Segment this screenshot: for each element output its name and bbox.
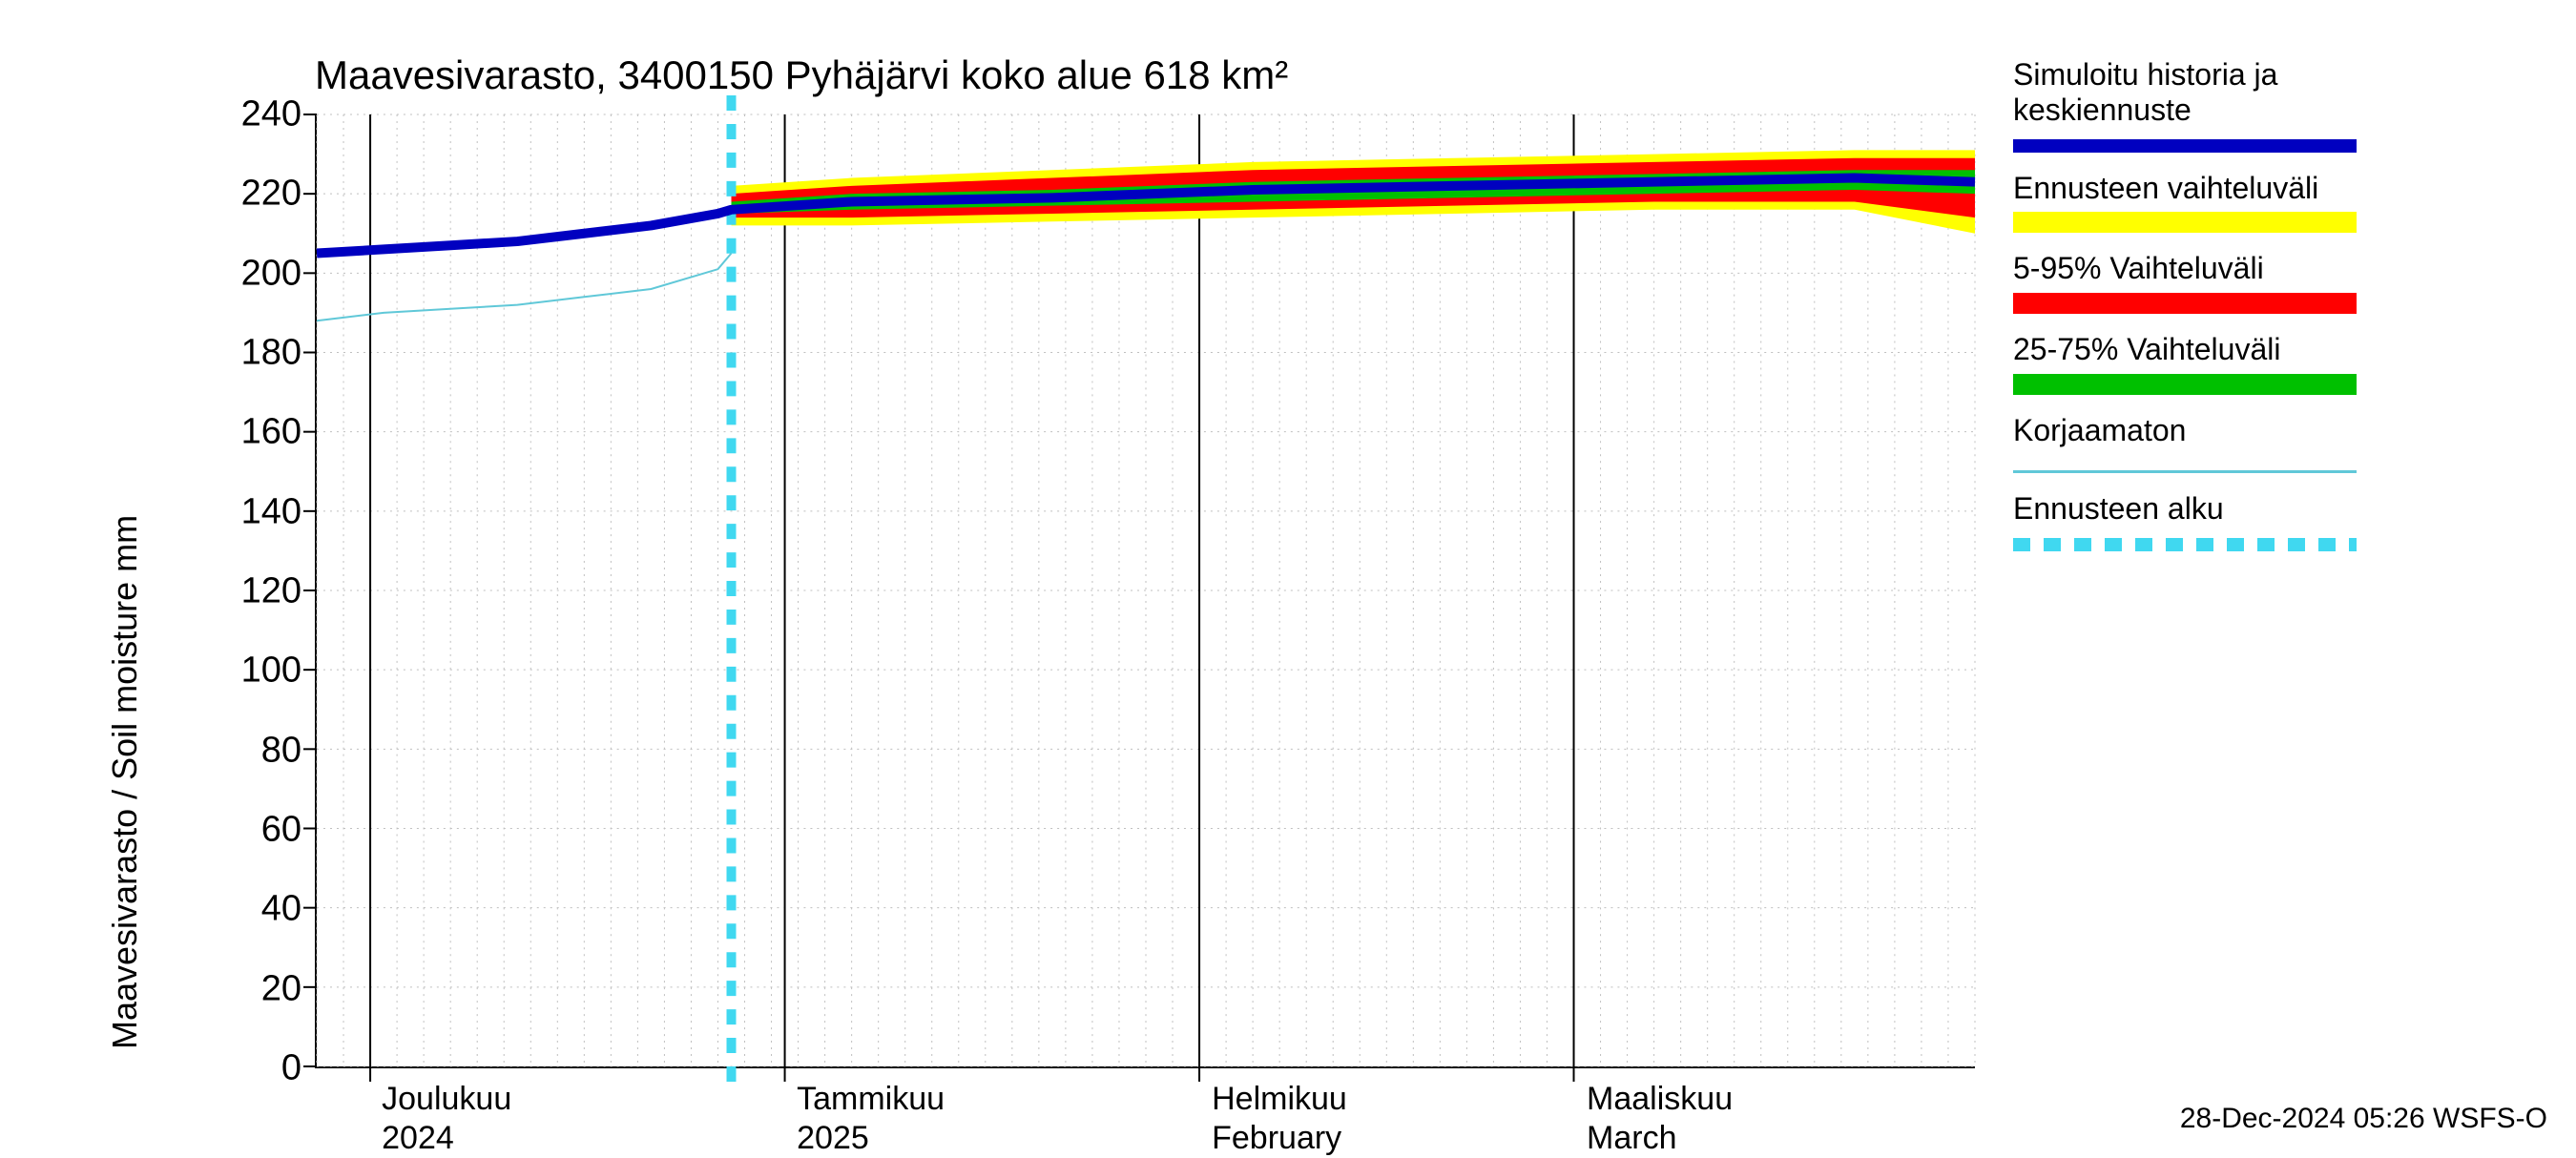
chart-page: { "chart": { "title": "Maavesivarasto, 3… [0, 0, 2576, 1145]
legend-swatch [2013, 209, 2357, 236]
legend-label: 25-75% Vaihteluväli [2013, 332, 2357, 367]
y-tick-label: 120 [241, 571, 301, 612]
legend: Simuloitu historia jakeskiennuste Ennuste… [2013, 57, 2357, 569]
legend-swatch [2013, 535, 2357, 554]
legend-label: Simuloitu historia jakeskiennuste [2013, 57, 2357, 128]
legend-item: 5-95% Vaihteluväli [2013, 251, 2357, 324]
x-tick-label: Joulukuu2024 [382, 1080, 511, 1158]
y-tick-label: 60 [261, 810, 301, 851]
y-tick-label: 40 [261, 889, 301, 930]
x-tick-label: MaaliskuuMarch [1587, 1080, 1733, 1158]
x-tick-label: HelmikuuFebruary [1212, 1080, 1347, 1158]
y-tick-label: 240 [241, 94, 301, 135]
legend-label: Ennusteen vaihteluväli [2013, 171, 2357, 206]
x-tick-month: Joulukuu [382, 1080, 511, 1119]
x-tick-month: Maaliskuu [1587, 1080, 1733, 1119]
plot-area: 020406080100120140160180200220240Jouluku… [315, 114, 1975, 1068]
y-tick-label: 200 [241, 253, 301, 294]
legend-swatch [2013, 136, 2357, 155]
footer-timestamp: 28-Dec-2024 05:26 WSFS-O [2180, 1103, 2547, 1135]
legend-swatch [2013, 467, 2357, 476]
chart-title: Maavesivarasto, 3400150 Pyhäjärvi koko a… [315, 52, 1288, 98]
x-tick-label: Tammikuu2025 [797, 1080, 945, 1158]
y-axis-label: Maavesivarasto / Soil moisture mm [105, 515, 145, 1049]
legend-label: Korjaamaton [2013, 413, 2357, 448]
legend-item: Ennusteen alku [2013, 491, 2357, 562]
y-tick-label: 160 [241, 412, 301, 453]
legend-item: Ennusteen vaihteluväli [2013, 171, 2357, 244]
x-tick-sub: 2024 [382, 1119, 511, 1158]
x-tick-month: Tammikuu [797, 1080, 945, 1119]
y-tick-label: 0 [281, 1048, 301, 1089]
y-tick-label: 80 [261, 730, 301, 771]
y-tick-label: 220 [241, 174, 301, 215]
plot-svg [317, 114, 1975, 1066]
y-tick-label: 100 [241, 651, 301, 692]
y-tick-label: 140 [241, 491, 301, 532]
x-tick-sub: March [1587, 1119, 1733, 1158]
x-tick-sub: 2025 [797, 1119, 945, 1158]
legend-item: Simuloitu historia jakeskiennuste [2013, 57, 2357, 163]
legend-label: Ennusteen alku [2013, 491, 2357, 527]
legend-swatch [2013, 290, 2357, 317]
legend-item: Korjaamaton [2013, 413, 2357, 484]
legend-label: 5-95% Vaihteluväli [2013, 251, 2357, 286]
legend-swatch [2013, 371, 2357, 398]
legend-item: 25-75% Vaihteluväli [2013, 332, 2357, 405]
y-tick-label: 180 [241, 333, 301, 374]
x-tick-month: Helmikuu [1212, 1080, 1347, 1119]
x-tick-sub: February [1212, 1119, 1347, 1158]
y-tick-label: 20 [261, 968, 301, 1009]
